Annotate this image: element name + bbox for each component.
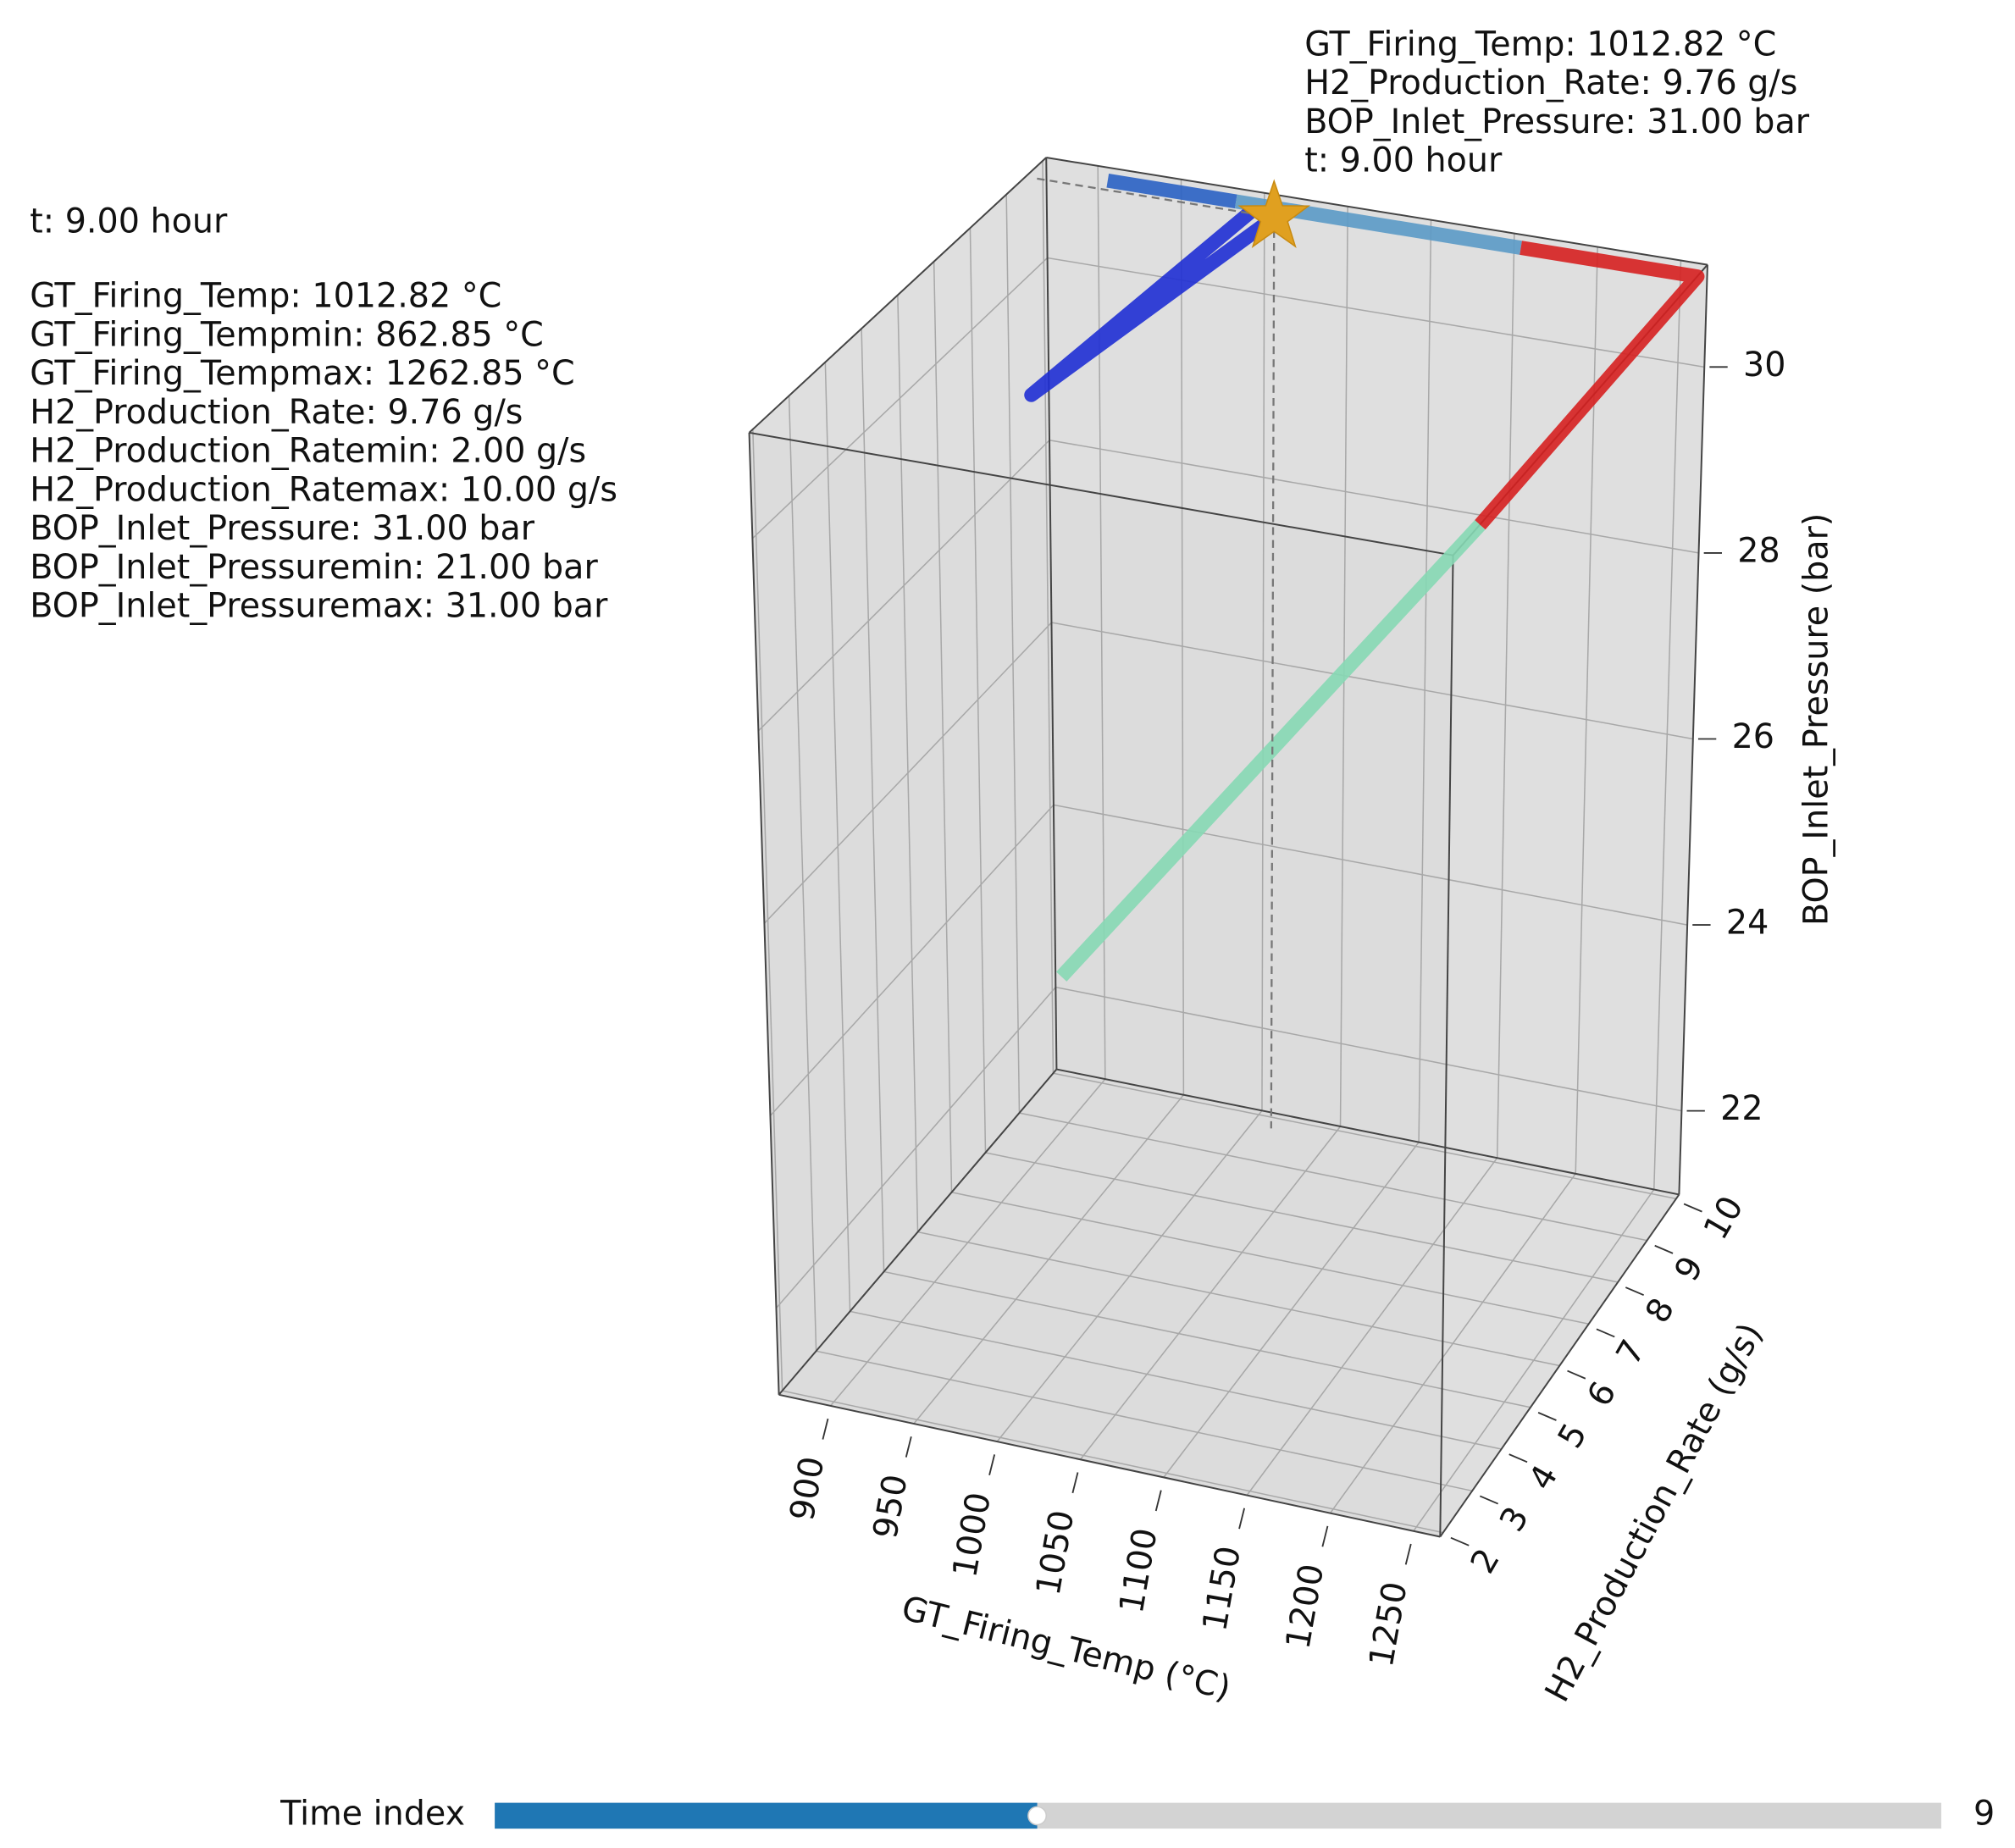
info-time: t: 9.00 hour	[30, 202, 228, 241]
grid-line	[969, 228, 987, 1153]
grid-line	[769, 804, 1055, 1116]
info-line: H2_Production_Ratemax: 10.00 g/s	[30, 470, 617, 509]
trajectory	[1475, 241, 1705, 530]
y-tick	[1450, 1536, 1470, 1546]
x-tick	[988, 1454, 996, 1476]
box-edge	[748, 432, 780, 1395]
grid-line	[763, 622, 1053, 924]
grid-line	[752, 429, 783, 1392]
x-tick	[822, 1418, 829, 1440]
info-line: BOP_Inlet_Pressure: 31.00 bar	[30, 509, 535, 548]
annotation-line: H2_Production_Rate: 9.76 g/s	[1304, 64, 1797, 102]
grid-line	[861, 329, 885, 1272]
box-edge	[1056, 1068, 1680, 1196]
info-line: GT_Firing_Tempmax: 1262.85 °C	[30, 354, 574, 393]
box-edge	[748, 157, 1047, 434]
grid-line	[1261, 192, 1265, 1111]
grid-line	[1055, 986, 1682, 1112]
y-tick	[1625, 1286, 1645, 1297]
grid-line	[1418, 219, 1432, 1143]
x-tick	[1404, 1543, 1412, 1565]
grid-line	[1042, 160, 1055, 1074]
grid-line	[1053, 1072, 1677, 1200]
annotation-line: BOP_Inlet_Pressure: 31.00 bar	[1304, 102, 1810, 141]
annotation-line: GT_Firing_Temp: 1012.82 °C	[1304, 25, 1776, 64]
front-pane	[749, 432, 1453, 1537]
box-edge	[1439, 1193, 1680, 1538]
grid-line	[788, 396, 817, 1352]
box-edge	[1046, 157, 1708, 266]
x-tick	[905, 1436, 912, 1458]
info-line: H2_Production_Ratemin: 2.00 g/s	[30, 432, 586, 471]
projection-line	[1270, 217, 1276, 1129]
projection-line	[1033, 177, 1275, 219]
grid-line	[1653, 260, 1682, 1190]
grid-line	[1180, 179, 1185, 1095]
x-tick	[1238, 1508, 1246, 1530]
grid-line	[1496, 233, 1515, 1159]
grid-line	[917, 1231, 1560, 1367]
grid-line	[1019, 1112, 1647, 1242]
slider-fill	[495, 1802, 1038, 1829]
z-axis-label: BOP_Inlet_Pressure (bar)	[1797, 513, 1836, 926]
grid-line	[1051, 622, 1693, 740]
z-tick-label: 22	[1720, 1089, 1763, 1128]
grid-line	[782, 1390, 1443, 1534]
z-tick-label: 28	[1737, 531, 1780, 570]
box-edge	[1045, 158, 1058, 1070]
x-tick	[1321, 1525, 1329, 1547]
grid-line	[824, 362, 851, 1312]
z-tick-label: 30	[1743, 346, 1785, 385]
info-line: H2_Production_Rate: 9.76 g/s	[30, 393, 523, 432]
grid-line	[1047, 257, 1705, 368]
y-tick	[1537, 1412, 1557, 1421]
box-edge	[778, 1068, 1058, 1396]
grid-line	[883, 1270, 1531, 1408]
info-line: GT_Firing_Temp: 1012.82 °C	[30, 277, 501, 316]
box-edge	[749, 431, 1453, 556]
info-line: GT_Firing_Tempmin: 862.85 °C	[30, 315, 544, 354]
grid-line	[751, 257, 1049, 539]
slider-value: 9	[1973, 1794, 1995, 1833]
y-tick	[1596, 1328, 1615, 1338]
y-tick	[1508, 1453, 1528, 1463]
grid-line	[757, 440, 1050, 732]
box-edge	[1678, 264, 1708, 1195]
grid-line	[850, 1310, 1502, 1450]
grid-line	[897, 295, 919, 1232]
grid-line	[775, 987, 1056, 1309]
slider-label: Time index	[280, 1794, 465, 1833]
current-point	[1237, 179, 1311, 248]
grid-line	[1049, 439, 1699, 554]
grid-line	[951, 1192, 1589, 1325]
trajectory	[1056, 520, 1486, 982]
y-tick	[1567, 1369, 1586, 1380]
box-edge	[778, 1393, 1441, 1538]
info-line: BOP_Inlet_Pressuremin: 21.00 bar	[30, 548, 598, 587]
x-tick	[1154, 1490, 1162, 1512]
slider-handle[interactable]	[1027, 1806, 1048, 1826]
z-tick-label: 26	[1732, 717, 1774, 756]
info-line: BOP_Inlet_Pressuremax: 31.00 bar	[30, 587, 608, 626]
grid-line	[816, 1350, 1473, 1492]
grid-line	[1005, 194, 1021, 1114]
grid-line	[1053, 804, 1688, 926]
trajectory	[1024, 206, 1279, 402]
trajectory	[1106, 173, 1237, 209]
y-tick	[1683, 1203, 1702, 1213]
annotation-line: t: 9.00 hour	[1304, 141, 1503, 180]
box-edge	[1439, 555, 1454, 1537]
grid-line	[985, 1152, 1619, 1283]
x-tick	[1071, 1472, 1079, 1494]
grid-line	[933, 261, 953, 1192]
y-tick	[1479, 1495, 1499, 1505]
y-tick	[1654, 1244, 1674, 1254]
z-tick-label: 24	[1726, 904, 1769, 943]
